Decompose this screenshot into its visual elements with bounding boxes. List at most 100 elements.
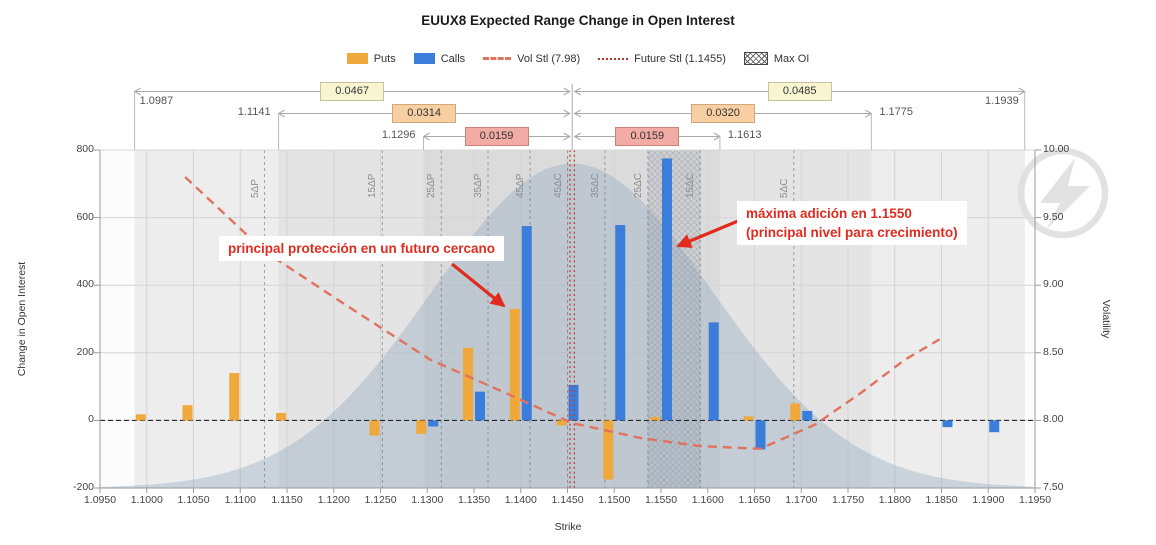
range-value-box: 0.0467 bbox=[320, 82, 385, 101]
x-tick-label: 1.1100 bbox=[224, 494, 256, 506]
delta-label-15ΔC: 15ΔC bbox=[685, 172, 697, 198]
watermark-bolt-icon bbox=[1040, 158, 1090, 230]
annotation-protection-text: principal protección en un futuro cercan… bbox=[228, 241, 496, 256]
legend-item-maxoi: Max OI bbox=[743, 52, 810, 65]
y-left-tick-label: 400 bbox=[76, 278, 94, 291]
put-bar-1.1500 bbox=[603, 420, 614, 480]
x-tick-label: 1.1500 bbox=[598, 494, 631, 506]
put-bar-1.1250 bbox=[369, 420, 380, 436]
y-right-tick-label: 7.50 bbox=[1043, 481, 1064, 493]
range-endpoint-label: 1.1296 bbox=[381, 129, 416, 141]
x-tick-label: 1.1050 bbox=[177, 494, 210, 506]
plot-canvas bbox=[99, 147, 1109, 489]
legend-item-calls: Calls bbox=[413, 52, 466, 65]
range-endpoint-label: 1.1141 bbox=[237, 106, 271, 118]
chart-title: EUUX8 Expected Range Change in Open Inte… bbox=[421, 13, 735, 28]
put-bar-1.1550 bbox=[650, 417, 660, 421]
max-oi-band-hatch bbox=[647, 150, 701, 488]
call-bar-1.1550 bbox=[662, 158, 672, 421]
legend-label-vol: Vol Stl (7.98) bbox=[517, 52, 581, 65]
puts-swatch-icon bbox=[346, 53, 368, 64]
range-endpoint-label: 1.1939 bbox=[985, 95, 1019, 107]
range-value-box: 0.0485 bbox=[767, 82, 832, 101]
range-value-box: 0.0159 bbox=[464, 127, 529, 146]
legend-item-vol: Vol Stl (7.98) bbox=[483, 53, 580, 65]
range-endpoint-label: 1.1613 bbox=[727, 129, 762, 141]
x-tick-label: 1.1800 bbox=[878, 494, 911, 506]
plot-area: 5ΔP 15ΔP 25ΔP 35ΔP 45ΔP 45ΔC 35ΔC 25ΔC 15ΔC 5ΔC bbox=[99, 147, 1109, 489]
max-oi-swatch-icon bbox=[743, 52, 768, 65]
y-right-tick-label: 8.50 bbox=[1043, 345, 1064, 358]
watermark-circle bbox=[1017, 147, 1109, 239]
vol-line-swatch-icon bbox=[483, 57, 512, 60]
x-tick-label: 1.1900 bbox=[972, 494, 1005, 506]
call-bar-1.1700 bbox=[802, 410, 813, 421]
delta-label-25ΔC: 25ΔC bbox=[632, 172, 644, 198]
put-bar-1.1700 bbox=[790, 403, 801, 421]
y-left-tick-label: 0 bbox=[88, 413, 94, 426]
x-tick-label: 1.1650 bbox=[738, 494, 771, 506]
y-left-tick-label: 200 bbox=[76, 345, 94, 358]
delta-label-45ΔC: 45ΔC bbox=[552, 172, 564, 198]
call-bar-1.1600 bbox=[708, 322, 719, 421]
y-right-tick-label: 9.00 bbox=[1043, 278, 1064, 291]
call-bar-1.1850 bbox=[942, 420, 953, 428]
x-tick-label: 1.0950 bbox=[83, 494, 117, 506]
put-bar-1.1150 bbox=[276, 412, 286, 421]
call-bar-1.1900 bbox=[989, 420, 1000, 433]
y-left-tick-label: 800 bbox=[76, 143, 94, 155]
x-axis-title: Strike bbox=[554, 521, 582, 533]
future-line-swatch-icon bbox=[598, 57, 629, 60]
x-tick-label: 1.1700 bbox=[785, 494, 818, 506]
legend-item-future: Future Stl (1.1455) bbox=[598, 53, 726, 65]
y-right-tick-label: 10.00 bbox=[1043, 143, 1070, 155]
watermark-logo bbox=[1017, 147, 1109, 239]
legend-item-puts: Puts bbox=[346, 52, 396, 65]
call-bar-1.1300 bbox=[428, 420, 439, 427]
calls-swatch-icon bbox=[413, 53, 435, 64]
legend-label-future: Future Stl (1.1455) bbox=[634, 52, 726, 65]
legend-label-maxoi: Max OI bbox=[773, 52, 810, 65]
annotation-protection: principal protección en un futuro cercan… bbox=[219, 236, 505, 261]
delta-label-15ΔP: 15ΔP bbox=[367, 173, 379, 198]
put-bar-1.1450 bbox=[556, 420, 567, 426]
y-left-tick-label: 600 bbox=[76, 210, 94, 223]
annotation-max-addition: máxima adición en 1.1550 (principal nive… bbox=[737, 201, 967, 245]
range-value-box: 0.0320 bbox=[691, 104, 756, 123]
x-tick-label: 1.1600 bbox=[691, 494, 724, 506]
x-tick-label: 1.1450 bbox=[551, 494, 584, 506]
y-axis-left-title: Change in Open Interest bbox=[16, 261, 28, 377]
x-tick-label: 1.1200 bbox=[317, 494, 350, 506]
call-bar-1.1450 bbox=[568, 384, 579, 421]
legend: Puts Calls Vol Stl (7.98) Future Stl (1.… bbox=[0, 52, 1156, 65]
delta-label-5ΔC: 5ΔC bbox=[778, 178, 790, 198]
x-tick-label: 1.1250 bbox=[364, 494, 397, 506]
y-right-tick-label: 8.00 bbox=[1043, 413, 1064, 426]
legend-label-calls: Calls bbox=[440, 52, 466, 65]
legend-label-puts: Puts bbox=[373, 52, 396, 65]
vol-settle-curve bbox=[184, 176, 941, 450]
x-tick-label: 1.1850 bbox=[925, 494, 958, 506]
x-tick-label: 1.1400 bbox=[504, 494, 537, 506]
put-bar-1.1650 bbox=[743, 416, 754, 421]
delta-label-35ΔP: 35ΔP bbox=[473, 173, 485, 198]
range-endpoint-label: 1.1775 bbox=[879, 106, 914, 118]
put-bar-1.1000 bbox=[135, 414, 146, 421]
delta-label-5ΔP: 5ΔP bbox=[249, 179, 261, 198]
delta-label-45ΔP: 45ΔP bbox=[515, 173, 527, 198]
range-value-box: 0.0159 bbox=[615, 127, 680, 146]
call-bar-1.1350 bbox=[475, 391, 485, 421]
range-endpoint-label: 1.0987 bbox=[139, 95, 174, 107]
call-bar-1.1400 bbox=[521, 226, 532, 421]
x-tick-label: 1.1750 bbox=[831, 494, 865, 506]
put-bar-1.1400 bbox=[509, 308, 520, 421]
y-right-tick-label: 9.50 bbox=[1043, 210, 1064, 223]
x-tick-label: 1.1000 bbox=[130, 494, 163, 506]
x-tick-label: 1.1350 bbox=[457, 494, 491, 506]
delta-label-25ΔP: 25ΔP bbox=[426, 173, 438, 198]
y-axis-right-title: Volatility bbox=[1100, 299, 1112, 339]
x-tick-label: 1.1300 bbox=[411, 494, 444, 506]
put-bar-1.1300 bbox=[416, 420, 427, 434]
delta-label-35ΔC: 35ΔC bbox=[589, 172, 601, 198]
put-bar-1.1100 bbox=[229, 373, 240, 421]
